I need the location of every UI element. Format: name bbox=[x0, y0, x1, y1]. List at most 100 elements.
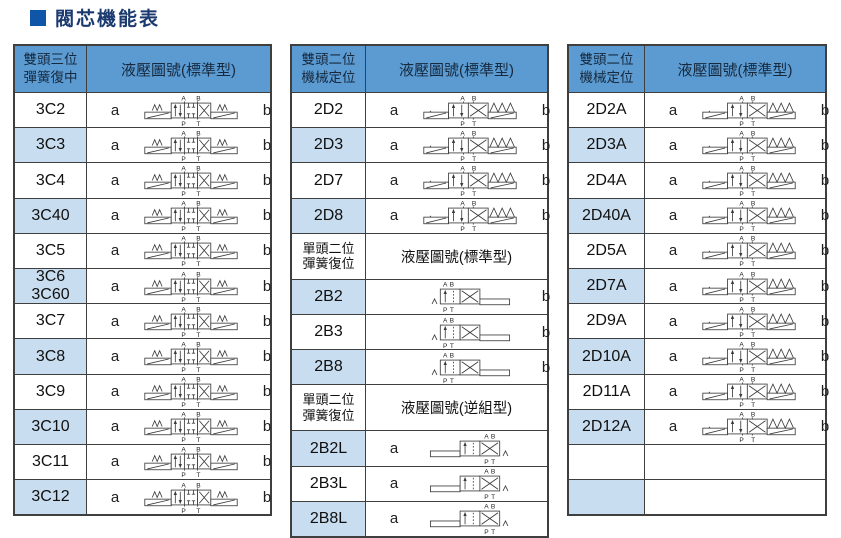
model-code bbox=[569, 480, 645, 515]
svg-text:T: T bbox=[450, 343, 454, 349]
svg-text:P: P bbox=[739, 262, 744, 268]
svg-text:P: P bbox=[739, 332, 744, 338]
svg-text:B: B bbox=[751, 306, 756, 313]
model-code: 3C6 3C60 bbox=[15, 268, 87, 304]
side-b-label: b bbox=[262, 171, 272, 189]
side-b-label: b bbox=[820, 277, 830, 295]
svg-text:A: A bbox=[181, 201, 186, 208]
svg-text:T: T bbox=[491, 529, 495, 535]
svg-text:P: P bbox=[739, 437, 744, 443]
svg-text:B: B bbox=[751, 130, 756, 137]
svg-text:A: A bbox=[460, 95, 465, 102]
side-a-label: a bbox=[668, 207, 678, 225]
model-code: 2D2 bbox=[292, 93, 366, 128]
side-a-label: a bbox=[389, 207, 399, 225]
side-a-label: a bbox=[110, 418, 120, 436]
svg-text:T: T bbox=[751, 156, 755, 162]
side-a-label: a bbox=[110, 101, 120, 119]
svg-text:A: A bbox=[739, 201, 744, 208]
svg-text:T: T bbox=[472, 156, 476, 162]
side-b-label: b bbox=[820, 418, 830, 436]
diagram-cell bbox=[645, 480, 825, 514]
side-b-label: b bbox=[820, 242, 830, 260]
side-a-label: a bbox=[110, 136, 120, 154]
svg-text:T: T bbox=[196, 508, 200, 514]
title-bullet-icon bbox=[30, 9, 46, 26]
svg-text:A: A bbox=[443, 352, 448, 359]
svg-text:B: B bbox=[196, 447, 201, 454]
side-a-label: a bbox=[668, 418, 678, 436]
side-a-label: a bbox=[110, 242, 120, 260]
side-a-label: a bbox=[668, 242, 678, 260]
svg-text:B: B bbox=[196, 201, 201, 208]
svg-text:B: B bbox=[751, 271, 756, 278]
table-row: 2B8L a A B P T bbox=[292, 500, 547, 536]
svg-text:A: A bbox=[484, 504, 489, 511]
svg-text:T: T bbox=[491, 494, 495, 500]
side-b-label: b bbox=[820, 383, 830, 401]
model-code: 2B8 bbox=[292, 350, 366, 385]
model-code: 3C7 bbox=[15, 304, 87, 339]
side-a-label: a bbox=[668, 312, 678, 330]
model-code: 2D5A bbox=[569, 233, 645, 268]
side-b-label: b bbox=[262, 207, 272, 225]
svg-text:T: T bbox=[751, 437, 755, 443]
header-spool-type: 單頭二位 彈簧復位 bbox=[292, 233, 366, 279]
svg-text:T: T bbox=[751, 121, 755, 127]
side-a-label: a bbox=[110, 383, 120, 401]
svg-text:T: T bbox=[196, 367, 200, 373]
model-code: 2D3 bbox=[292, 128, 366, 163]
svg-text:A: A bbox=[739, 342, 744, 349]
model-code: 3C8 bbox=[15, 339, 87, 374]
svg-text:A: A bbox=[181, 482, 186, 489]
svg-text:P: P bbox=[484, 529, 489, 535]
svg-text:A: A bbox=[443, 317, 448, 324]
model-code: 3C5 bbox=[15, 233, 87, 268]
model-code: 2B8L bbox=[292, 501, 366, 536]
header-diagram-title: 液壓圖號(標準型) bbox=[645, 46, 825, 92]
model-code: 2D3A bbox=[569, 128, 645, 163]
side-b-label: b bbox=[262, 101, 272, 119]
table-row bbox=[569, 443, 825, 480]
side-b-label: b bbox=[820, 136, 830, 154]
side-b-label: b bbox=[262, 453, 272, 471]
svg-text:B: B bbox=[472, 95, 477, 102]
table-row bbox=[569, 479, 825, 515]
model-code: 2D8 bbox=[292, 198, 366, 233]
side-b-label: b bbox=[262, 383, 272, 401]
svg-text:A: A bbox=[181, 377, 186, 384]
svg-text:T: T bbox=[196, 297, 200, 303]
svg-text:A: A bbox=[460, 166, 465, 173]
model-code bbox=[569, 444, 645, 480]
